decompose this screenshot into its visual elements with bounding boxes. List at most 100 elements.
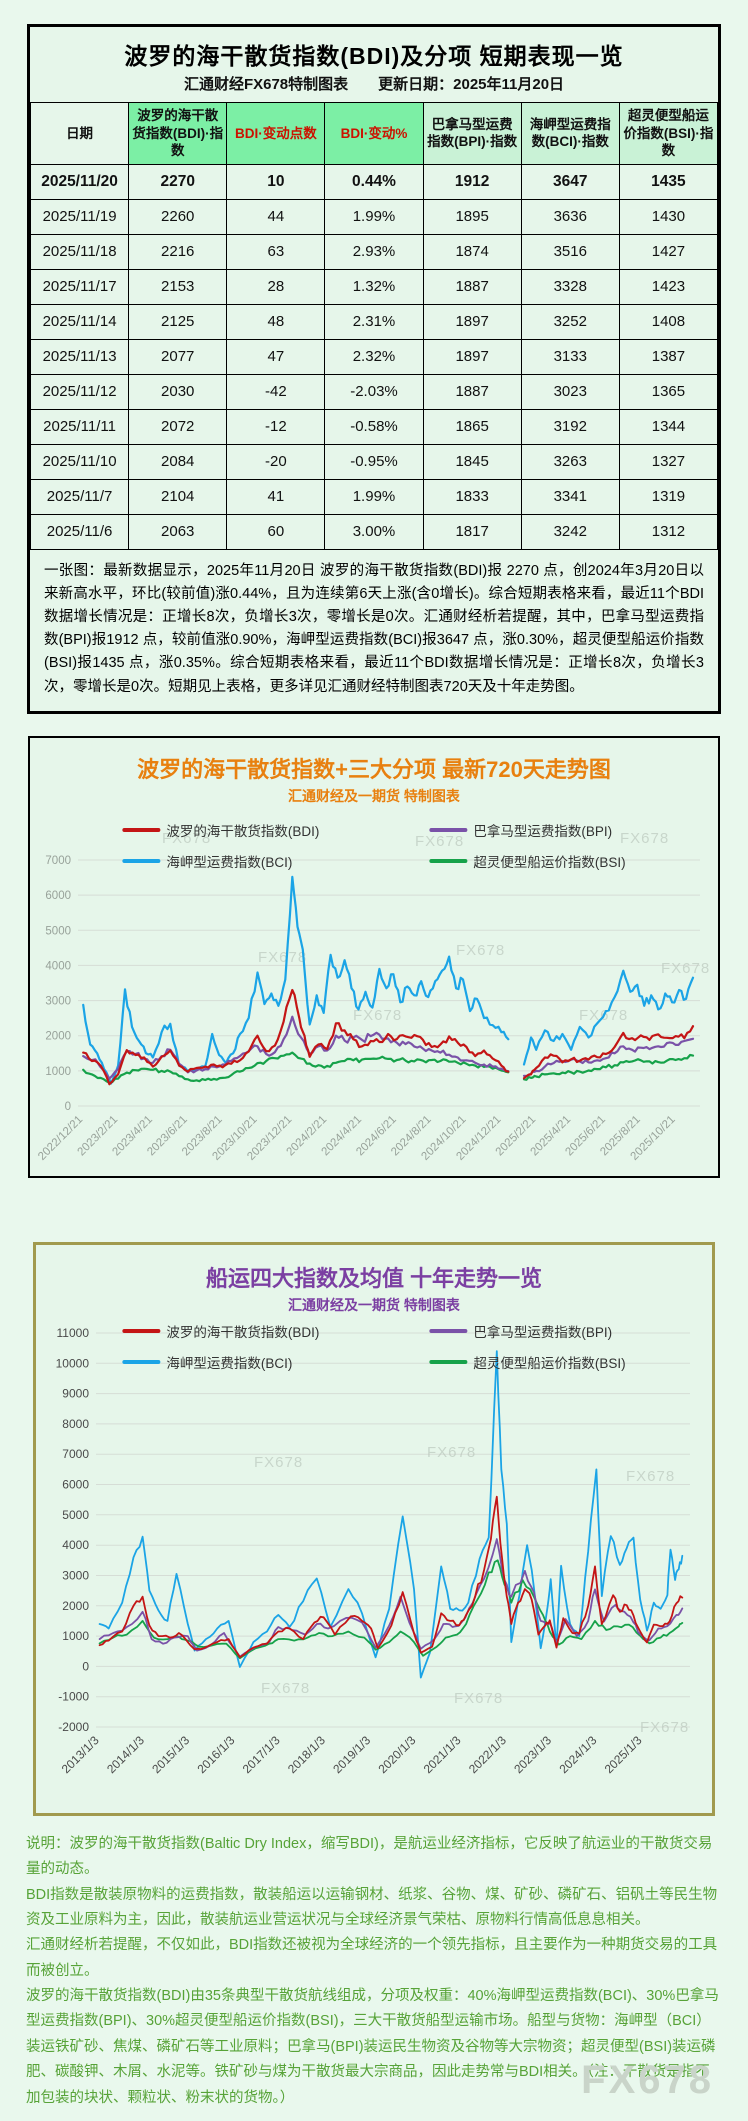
svg-text:2024/1/3: 2024/1/3 xyxy=(556,1733,599,1776)
table-cell: 63 xyxy=(226,233,326,270)
table-row: 2025/11/10 2084 -20 -0.95% 1845 3263 1327 xyxy=(29,443,719,480)
table-cell: 1.99% xyxy=(324,478,424,515)
svg-text:FX678: FX678 xyxy=(427,1444,476,1461)
table-cell: 2025/11/20 xyxy=(29,163,130,200)
svg-text:9000: 9000 xyxy=(62,1386,89,1400)
legend-label: 海岬型运费指数(BCI) xyxy=(166,854,293,870)
svg-text:1000: 1000 xyxy=(62,1629,89,1643)
table-cell: 2270 xyxy=(128,163,228,200)
table-row: 2025/11/17 2153 28 1.32% 1887 3328 1423 xyxy=(29,268,719,305)
table-cell: 2084 xyxy=(128,443,228,480)
table-cell: 2025/11/18 xyxy=(29,233,130,270)
table-cell: 2.93% xyxy=(324,233,424,270)
table-cell: 3263 xyxy=(520,443,620,480)
svg-text:FX678: FX678 xyxy=(640,1719,689,1736)
svg-text:2015/1/3: 2015/1/3 xyxy=(149,1733,192,1776)
svg-text:2020/1/3: 2020/1/3 xyxy=(375,1733,418,1776)
table-cell: 48 xyxy=(226,303,326,340)
svg-text:FX678: FX678 xyxy=(353,1007,402,1024)
svg-text:2000: 2000 xyxy=(62,1599,89,1613)
explain-line: 说明：波罗的海干散货指数(Baltic Dry Index，缩写BDI)，是航运… xyxy=(26,1835,713,1878)
table-col-header: BDI·变动% xyxy=(324,102,424,165)
table-cell: 1327 xyxy=(618,443,719,480)
legend-swatch xyxy=(122,858,161,863)
svg-text:2014/1/3: 2014/1/3 xyxy=(104,1733,147,1776)
legend-swatch xyxy=(122,1359,161,1364)
svg-text:0: 0 xyxy=(82,1659,89,1673)
table-cell: 3.00% xyxy=(324,513,424,550)
legend-label: 巴拿马型运费指数(BPI) xyxy=(473,1324,613,1340)
table-title: 波罗的海干散货指数(BDI)及分项 短期表现一览 xyxy=(124,43,624,69)
table-cell: 1874 xyxy=(422,233,522,270)
table-cell: 1887 xyxy=(422,373,522,410)
legend-label: 波罗的海干散货指数(BDI) xyxy=(166,823,320,839)
svg-text:2025/1/3: 2025/1/3 xyxy=(602,1733,645,1776)
table-cell: 2025/11/17 xyxy=(29,268,130,305)
table-cell: 1.32% xyxy=(324,268,424,305)
table-cell: 1865 xyxy=(422,408,522,445)
svg-text:7000: 7000 xyxy=(62,1447,89,1461)
svg-text:FX678: FX678 xyxy=(254,1454,303,1471)
table-cell: 2025/11/14 xyxy=(29,303,130,340)
table-cell: 10 xyxy=(226,163,326,200)
chart-720d-legend: 波罗的海干散货指数(BDI) 巴拿马型运费指数(BPI) 海岬型运费指数(BCI) 超… xyxy=(122,820,626,871)
table-cell: 44 xyxy=(226,198,326,235)
table-row: 2025/11/12 2030 -42 -2.03% 1887 3023 1365 xyxy=(29,373,719,410)
svg-text:2017/1/3: 2017/1/3 xyxy=(240,1733,283,1776)
table-cell: 1430 xyxy=(618,198,719,235)
table-cell: 2.31% xyxy=(324,303,424,340)
table-cell: 2077 xyxy=(128,338,228,375)
bdi-table: 日期 波罗的海干散货指数(BDI)·指数 BDI·变动点数 BDI·变动% 巴拿马型运费… xyxy=(29,102,719,550)
table-cell: 41 xyxy=(226,478,326,515)
table-cell: 2025/11/19 xyxy=(29,198,130,235)
table-cell: 3192 xyxy=(520,408,620,445)
svg-text:10000: 10000 xyxy=(56,1356,90,1370)
chart-10y-plot: -2000 -1000 0 1000 2000 3000 4000 5000 6000 7000 8… xyxy=(56,1326,690,1776)
chart-10y-legend: 波罗的海干散货指数(BDI) 巴拿马型运费指数(BPI) 海岬型运费指数(BCI) 超… xyxy=(122,1321,626,1372)
table-cell: 60 xyxy=(226,513,326,550)
table-cell: 3133 xyxy=(520,338,620,375)
svg-text:2013/1/3: 2013/1/3 xyxy=(59,1733,102,1776)
svg-text:FX678: FX678 xyxy=(626,1468,675,1485)
chart-720d-plot: 010002000300040005000600070002022/12/212… xyxy=(36,830,709,1163)
table-cell: 1897 xyxy=(422,338,522,375)
summary-text: 一张图：最新数据显示，2025年11月20日 波罗的海干散货指数(BDI)报 2… xyxy=(44,562,704,695)
table-cell: 2063 xyxy=(128,513,228,550)
chart-10y-subtitle: 汇通财经及一期货 特制图表 xyxy=(288,1296,460,1313)
chart-720d-panel: 波罗的海干散货指数+三大分项 最新720天走势图 汇通财经及一期货 特制图表 波… xyxy=(28,735,720,1178)
table-row: 2025/11/6 2063 60 3.00% 1817 3242 1312 xyxy=(29,513,719,550)
svg-text:2018/1/3: 2018/1/3 xyxy=(285,1733,328,1776)
table-cell: 28 xyxy=(226,268,326,305)
svg-text:5000: 5000 xyxy=(45,925,71,937)
svg-text:2000: 2000 xyxy=(45,1030,71,1042)
table-col-header: 超灵便型船运价指数(BSI)·指数 xyxy=(618,102,719,165)
svg-text:4000: 4000 xyxy=(62,1538,89,1552)
table-cell: -0.95% xyxy=(324,443,424,480)
table-cell: 2104 xyxy=(128,478,228,515)
table-cell: 1845 xyxy=(422,443,522,480)
explain-line: 汇通财经析若提醒，不仅如此，BDI指数还被视为全球经济的一个领先指标，且主要作为… xyxy=(26,1937,718,1979)
table-cell: 1912 xyxy=(422,163,522,200)
svg-text:7000: 7000 xyxy=(45,855,71,867)
svg-text:3000: 3000 xyxy=(45,995,71,1007)
legend-item: 波罗的海干散货指数(BDI) xyxy=(122,1321,319,1341)
svg-text:11000: 11000 xyxy=(57,1326,90,1340)
page: 波罗的海干散货指数(BDI)及分项 短期表现一览 汇通财经FX678特制图表 更… xyxy=(0,24,748,2121)
table-cell: 1817 xyxy=(422,513,522,550)
table-cell: 2025/11/13 xyxy=(29,338,130,375)
svg-text:8000: 8000 xyxy=(62,1417,89,1431)
chart-10y-panel: 船运四大指数及均值 十年走势一览 汇通财经及一期货 特制图表 波罗的海干散货指数… xyxy=(33,1241,715,1816)
table-row: 2025/11/7 2104 41 1.99% 1833 3341 1319 xyxy=(29,478,719,515)
legend-item: 巴拿马型运费指数(BPI) xyxy=(429,820,625,840)
chart-720d-title: 波罗的海干散货指数+三大分项 最新720天走势图 xyxy=(137,756,611,782)
table-row: 2025/11/20 2270 10 0.44% 1912 3647 1435 xyxy=(29,163,719,200)
short-term-table-panel: 波罗的海干散货指数(BDI)及分项 短期表现一览 汇通财经FX678特制图表 更… xyxy=(27,24,721,714)
table-cell: 2125 xyxy=(128,303,228,340)
table-cell: 2216 xyxy=(128,233,228,270)
svg-text:2016/1/3: 2016/1/3 xyxy=(194,1733,237,1776)
table-cell: 1408 xyxy=(618,303,719,340)
svg-text:3000: 3000 xyxy=(62,1568,89,1582)
chart-10y-wrap: 波罗的海干散货指数(BDI) 巴拿马型运费指数(BPI) 海岬型运费指数(BCI) 超… xyxy=(36,1319,712,1811)
svg-text:FX678: FX678 xyxy=(415,833,464,850)
table-col-header: BDI·变动点数 xyxy=(226,102,326,165)
